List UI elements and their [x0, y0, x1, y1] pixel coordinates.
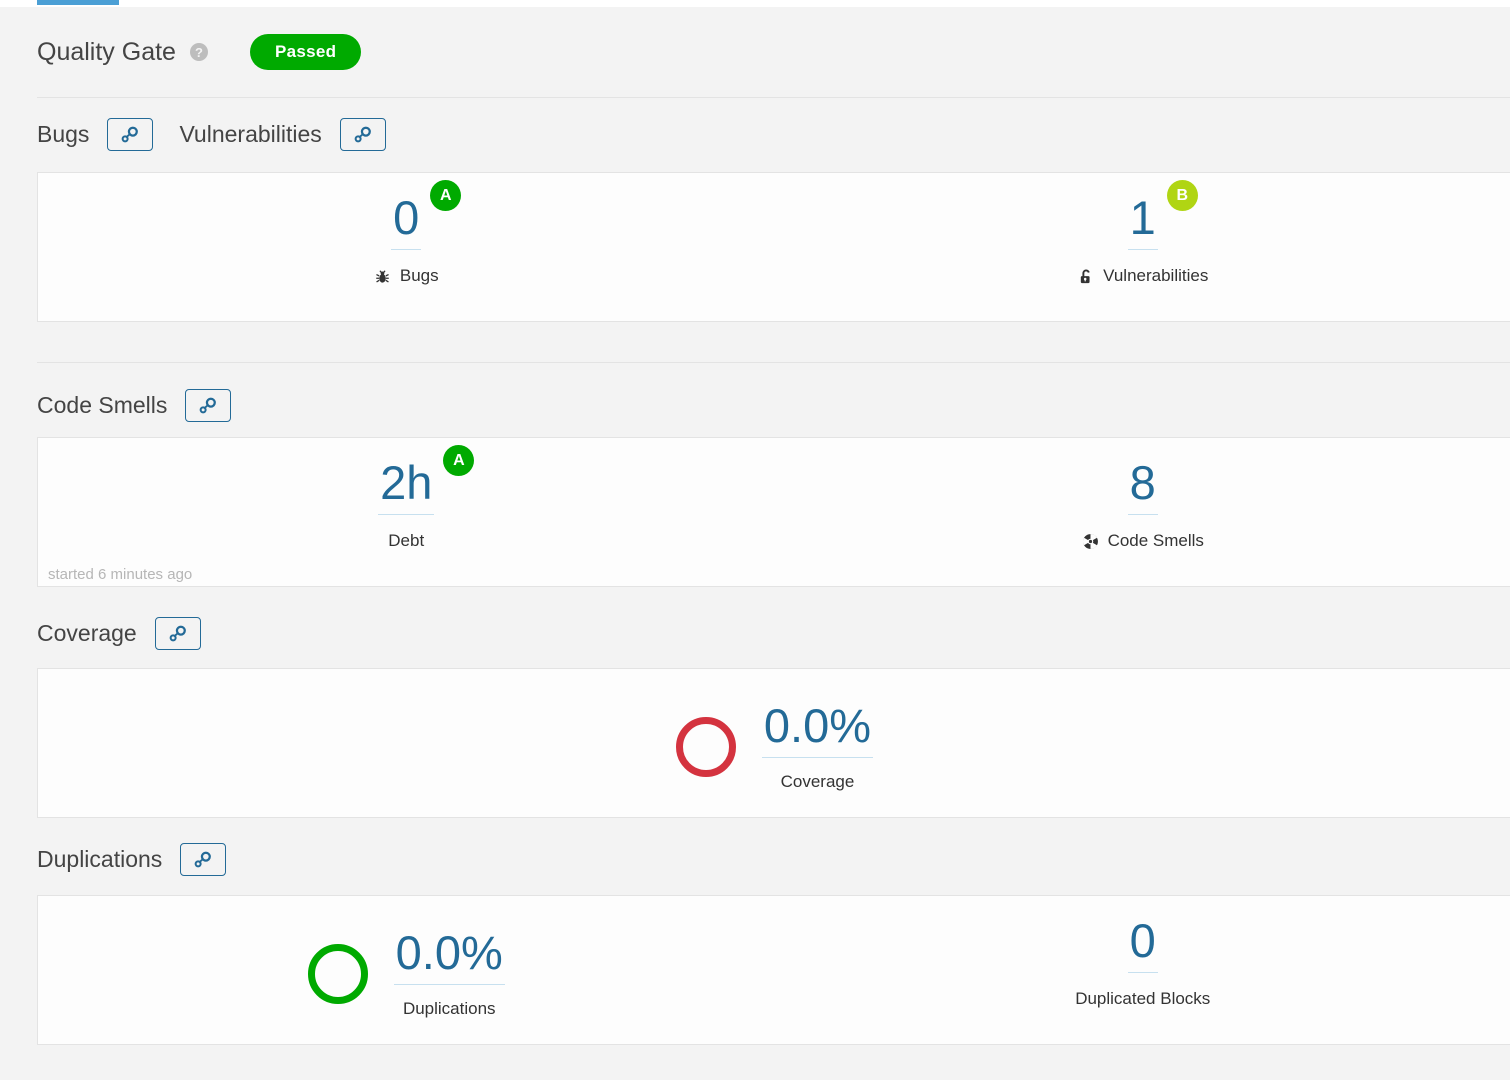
bugs-header-title: Bugs: [37, 121, 90, 147]
vulnerabilities-rating-badge: B: [1166, 180, 1198, 211]
code-smells-header: Code Smells: [37, 389, 232, 422]
duplications-metric-label: Duplications: [402, 999, 496, 1019]
bugs-history-button[interactable]: [107, 118, 154, 151]
history-graph-icon: [169, 625, 186, 642]
unlock-icon: [1077, 268, 1094, 285]
duplications-header-title: Duplications: [37, 846, 163, 872]
duplications-history-button[interactable]: [180, 843, 227, 876]
code-smells-history-button[interactable]: [185, 389, 232, 422]
vulnerabilities-history-button[interactable]: [339, 118, 386, 151]
history-graph-icon: [194, 851, 212, 868]
analysis-started-note: started 6 minutes ago: [48, 566, 193, 583]
duplications-metric: 0.0% Duplications: [38, 896, 775, 1019]
section-divider: [37, 362, 1510, 363]
duplicated-blocks-count-link[interactable]: 0: [1127, 916, 1158, 974]
quality-gate-title: Quality Gate: [37, 37, 176, 66]
duplications-panel: 0.0% Duplications 0 Duplicated Blocks: [37, 895, 1510, 1045]
coverage-panel: 0.0% Coverage: [37, 668, 1510, 818]
help-icon[interactable]: ?: [189, 43, 208, 61]
vulnerabilities-metric-label: Vulnerabilities: [1103, 266, 1209, 286]
code-smells-metric: 8 Code Smells: [775, 438, 1510, 551]
duplications-value-link[interactable]: 0.0%: [393, 928, 505, 986]
debt-rating-badge: A: [443, 445, 475, 476]
code-smells-count-link[interactable]: 8: [1127, 458, 1158, 516]
coverage-ring-icon: [675, 716, 736, 777]
code-smells-panel: 2h A Debt 8: [37, 437, 1510, 587]
duplications-header: Duplications: [37, 843, 227, 876]
bugs-metric: 0 A Bugs: [38, 173, 775, 286]
vulnerabilities-metric: 1 B Vulnerabilities: [775, 173, 1510, 286]
vulnerabilities-count-link[interactable]: 1: [1127, 193, 1158, 251]
duplications-ring-icon: [307, 943, 368, 1004]
vulnerabilities-header-title: Vulnerabilities: [179, 121, 322, 147]
bugs-metric-label: Bugs: [399, 266, 439, 286]
section-divider: [37, 97, 1510, 98]
debt-metric: 2h A Debt: [38, 438, 775, 551]
coverage-header: Coverage: [37, 617, 201, 650]
code-smells-metric-label: Code Smells: [1107, 531, 1204, 551]
history-graph-icon: [122, 126, 139, 143]
coverage-metric: 0.0% Coverage: [38, 669, 1510, 792]
duplicated-blocks-metric-label: Duplicated Blocks: [1075, 989, 1211, 1009]
duplicated-blocks-metric: 0 Duplicated Blocks: [775, 896, 1510, 1009]
coverage-value-link[interactable]: 0.0%: [761, 701, 874, 759]
coverage-header-title: Coverage: [37, 620, 137, 646]
coverage-metric-label: Coverage: [780, 772, 855, 792]
code-smells-header-title: Code Smells: [37, 392, 168, 418]
bugs-vulnerabilities-panel: 0 A Bugs 1 B: [37, 172, 1510, 322]
quality-gate-row: Quality Gate ? Passed: [37, 34, 362, 70]
code-smell-icon: [1082, 533, 1099, 550]
bugs-count-link[interactable]: 0: [391, 193, 422, 251]
tab-bar-bottom-strip: [0, 0, 1510, 7]
history-graph-icon: [354, 126, 371, 143]
history-graph-icon: [200, 397, 217, 414]
active-tab-indicator: [37, 0, 119, 5]
coverage-history-button[interactable]: [154, 617, 201, 650]
quality-gate-status-badge: Passed: [249, 34, 362, 70]
bug-icon: [374, 268, 391, 285]
bugs-vulnerabilities-header: Bugs Vulnerabilities: [37, 118, 386, 151]
debt-value-link[interactable]: 2h: [378, 458, 435, 516]
debt-metric-label: Debt: [388, 531, 425, 551]
bugs-rating-badge: A: [430, 180, 462, 211]
